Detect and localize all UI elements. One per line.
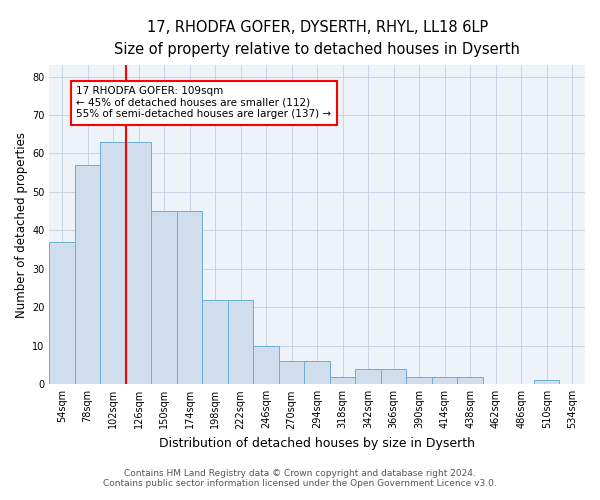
Bar — [253, 346, 279, 385]
Y-axis label: Number of detached properties: Number of detached properties — [15, 132, 28, 318]
Bar — [75, 165, 100, 384]
Bar — [126, 142, 151, 384]
Bar — [279, 361, 304, 384]
Bar — [151, 211, 177, 384]
Bar — [202, 300, 228, 384]
Bar — [304, 361, 330, 384]
Bar — [49, 242, 75, 384]
Text: Contains public sector information licensed under the Open Government Licence v3: Contains public sector information licen… — [103, 478, 497, 488]
Bar — [355, 369, 381, 384]
Bar — [100, 142, 126, 384]
Bar — [406, 376, 432, 384]
X-axis label: Distribution of detached houses by size in Dyserth: Distribution of detached houses by size … — [159, 437, 475, 450]
Title: 17, RHODFA GOFER, DYSERTH, RHYL, LL18 6LP
Size of property relative to detached : 17, RHODFA GOFER, DYSERTH, RHYL, LL18 6L… — [114, 20, 520, 57]
Text: 17 RHODFA GOFER: 109sqm
← 45% of detached houses are smaller (112)
55% of semi-d: 17 RHODFA GOFER: 109sqm ← 45% of detache… — [76, 86, 331, 120]
Bar — [432, 376, 457, 384]
Text: Contains HM Land Registry data © Crown copyright and database right 2024.: Contains HM Land Registry data © Crown c… — [124, 468, 476, 477]
Bar — [330, 376, 355, 384]
Bar — [381, 369, 406, 384]
Bar — [228, 300, 253, 384]
Bar — [177, 211, 202, 384]
Bar — [457, 376, 483, 384]
Bar — [534, 380, 559, 384]
